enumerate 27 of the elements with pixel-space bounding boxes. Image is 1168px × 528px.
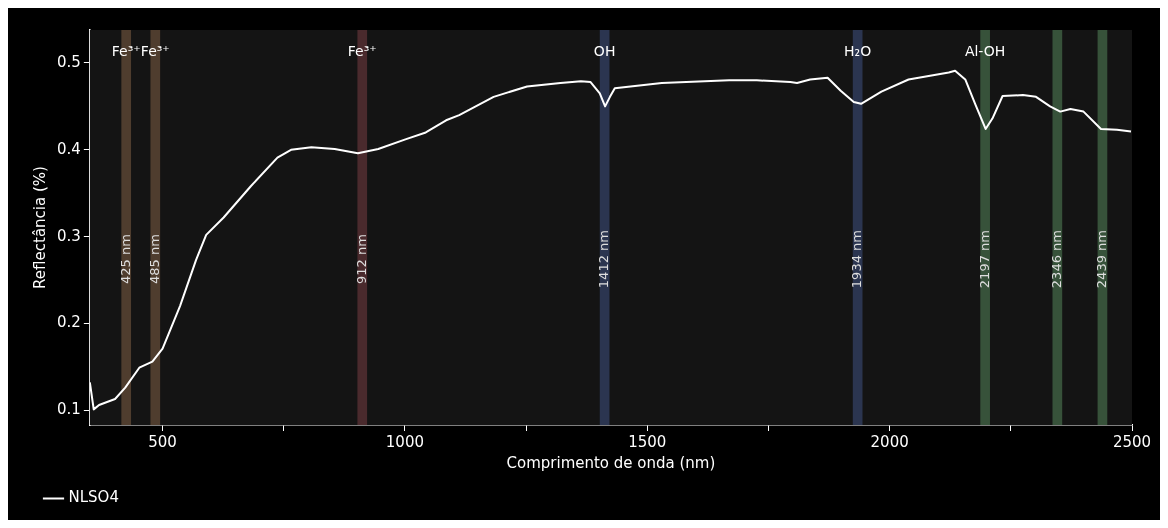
x-axis-title: Comprimento de onda (nm): [506, 453, 716, 472]
legend-label: NLSO4: [68, 488, 119, 507]
y-tick-label: 0.2: [57, 313, 81, 332]
annotation: Fe³⁺: [111, 43, 141, 60]
y-tick-label: 0.1: [57, 400, 81, 419]
y-tick-label: 0.3: [57, 226, 81, 245]
y-tick-label: 0.4: [57, 139, 81, 158]
y-axis-title: Reflectância (%): [30, 166, 49, 289]
band-label: 1934 nm: [849, 230, 865, 289]
band-label: 2346 nm: [1048, 230, 1064, 289]
band-label: 485 nm: [146, 234, 162, 285]
band-label: 425 nm: [117, 234, 133, 285]
band-label: 1412 nm: [596, 230, 611, 289]
annotation: Fe³⁺: [140, 43, 170, 60]
annotation: H₂O: [844, 43, 872, 60]
x-tick-label: 2000: [870, 432, 909, 451]
x-tick-label: 500: [148, 432, 177, 451]
band-label: 912 nm: [353, 234, 369, 285]
annotation: Fe³⁺: [347, 43, 377, 60]
y-tick-label: 0.5: [57, 52, 81, 71]
annotation: OH: [593, 43, 616, 60]
x-tick-label: 1500: [628, 432, 667, 451]
band-label: 2439 nm: [1093, 230, 1109, 289]
annotation: Al-OH: [964, 43, 1006, 60]
x-tick-label: 1000: [385, 432, 425, 451]
x-tick-label: 2500: [1112, 432, 1152, 451]
band-label: 2197 nm: [976, 230, 992, 289]
